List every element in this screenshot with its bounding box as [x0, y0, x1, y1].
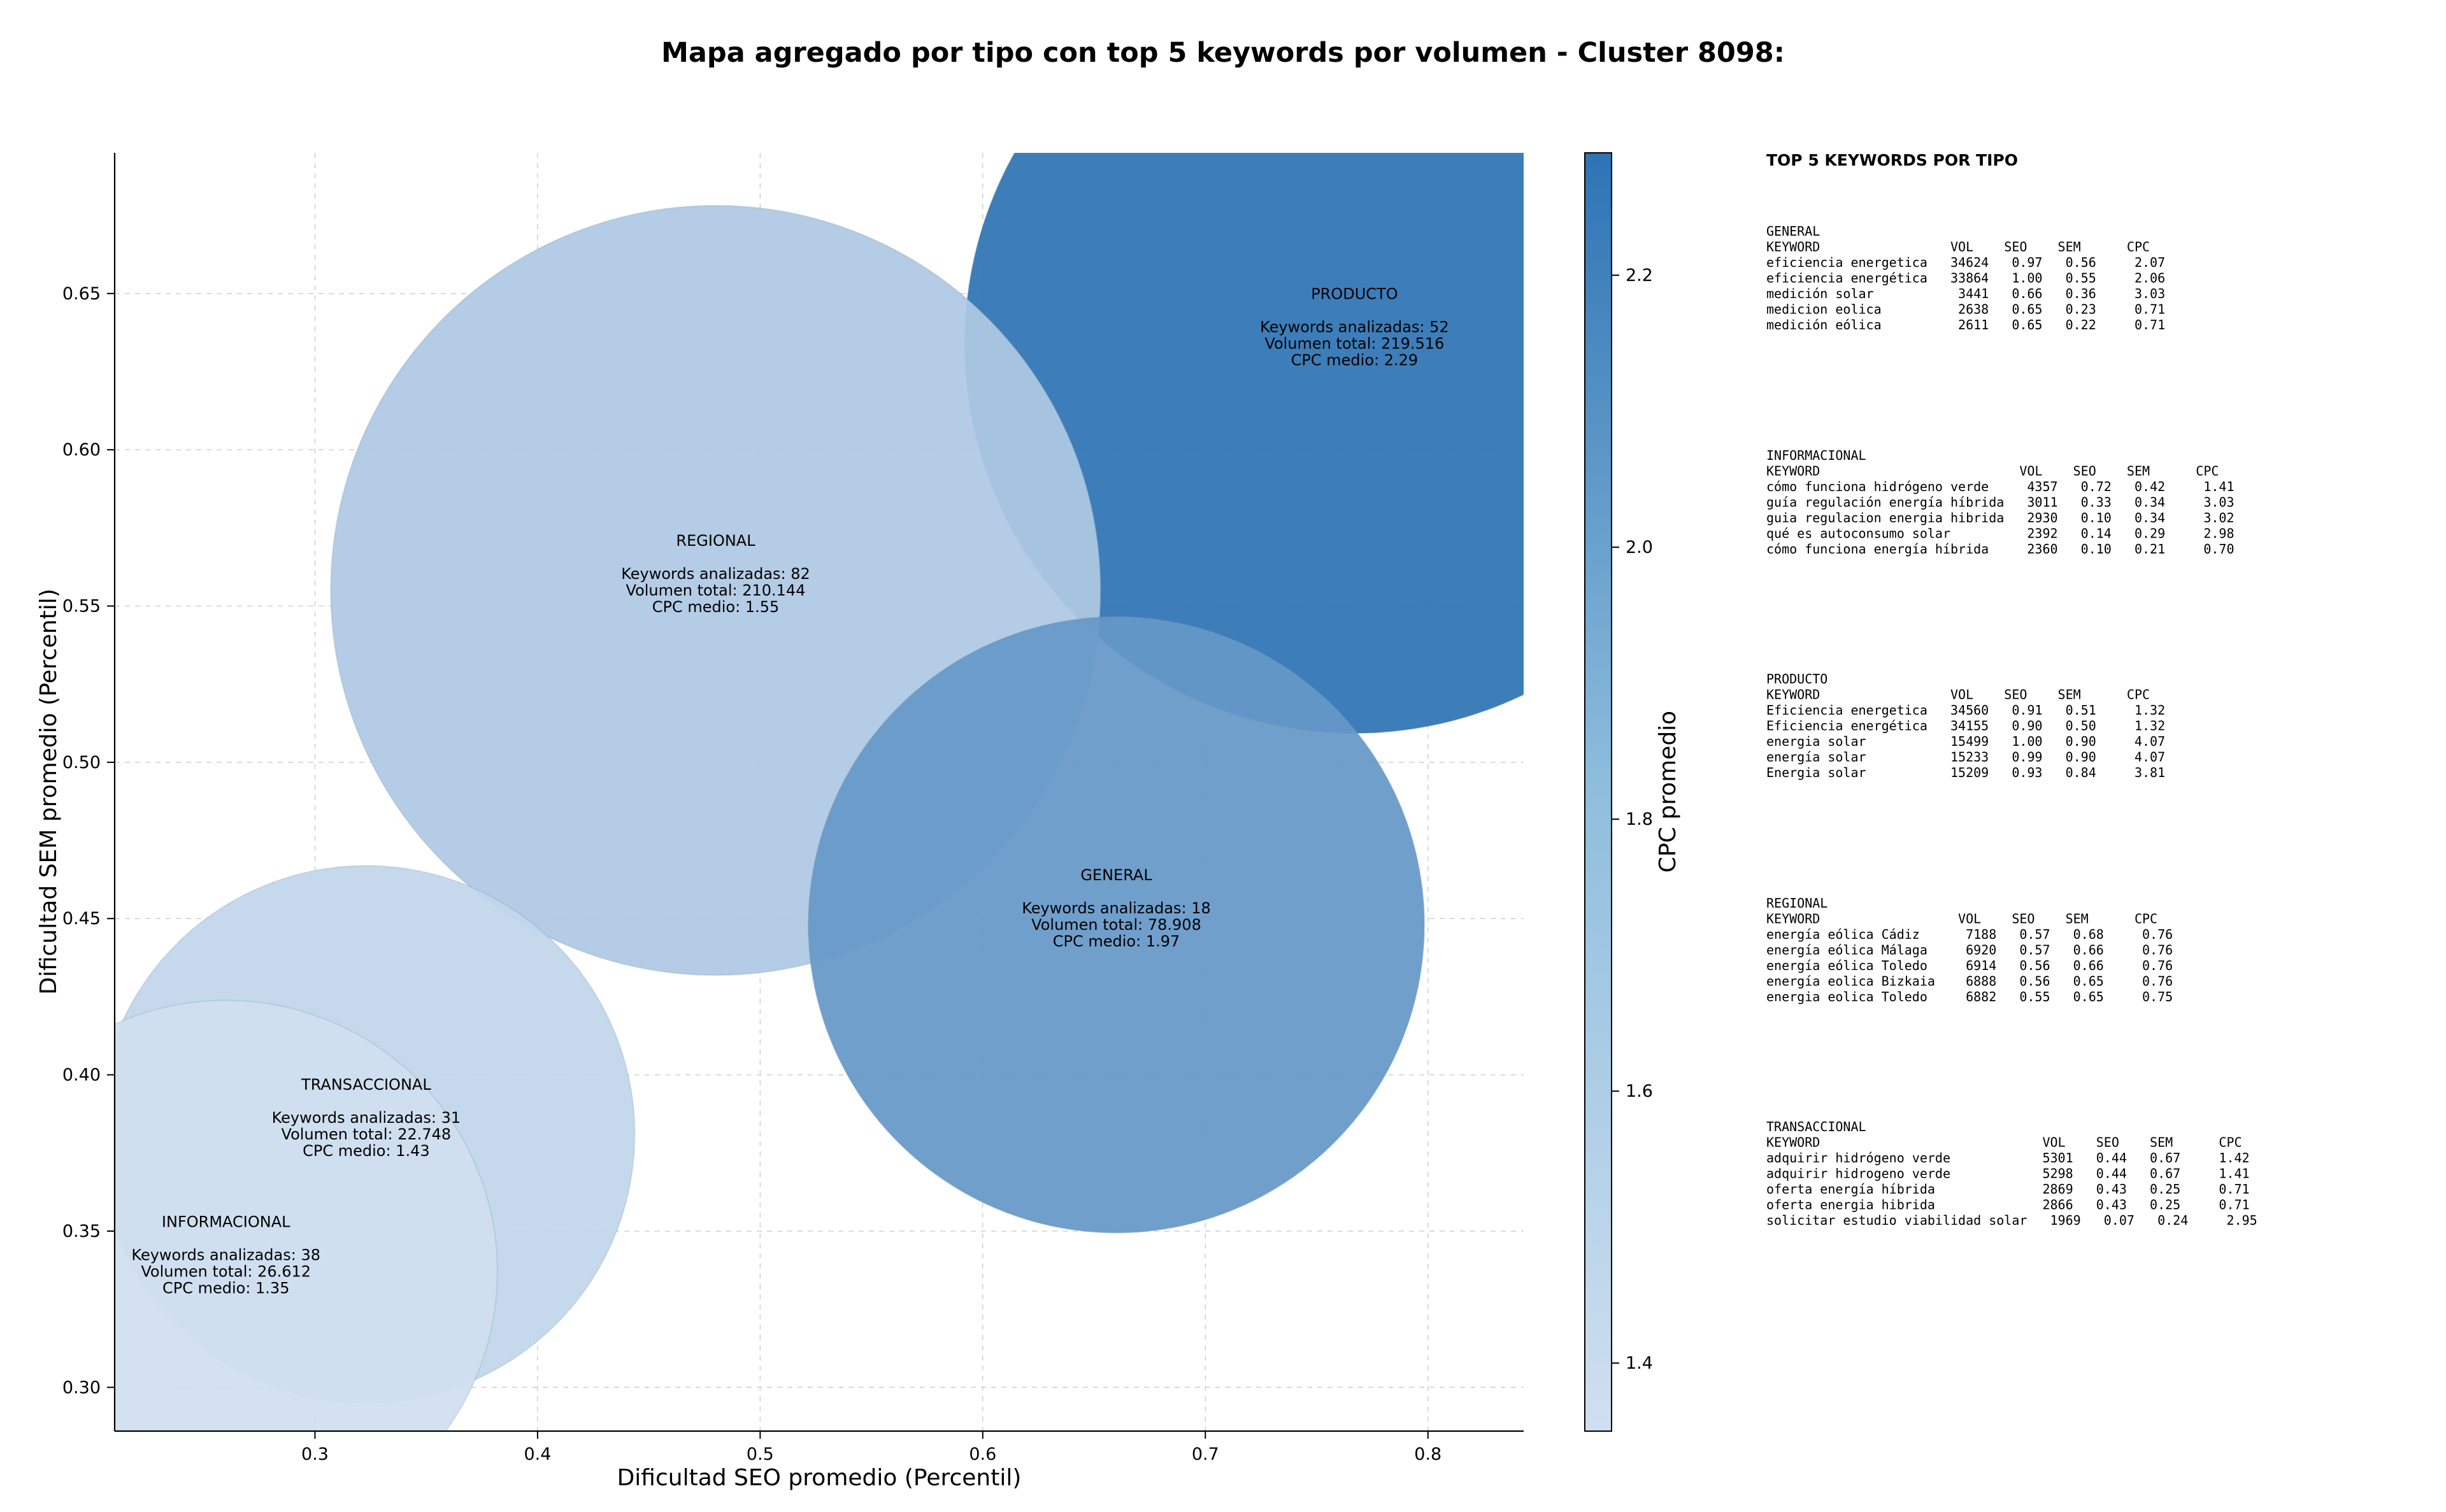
- bubble-label-cpc-line: CPC medio: 1.97: [1053, 932, 1180, 950]
- x-tick-label: 0.5: [747, 1444, 774, 1464]
- panel-table-row: medición solar 3441 0.66 0.36 3.03: [1766, 286, 2165, 301]
- panel-table-row: eficiencia energetica 34624 0.97 0.56 2.…: [1766, 255, 2165, 270]
- bubble-label-type: PRODUCTO: [1311, 285, 1398, 303]
- panel-section-title: INFORMACIONAL: [1766, 448, 1866, 463]
- x-tick-label: 0.3: [301, 1444, 329, 1464]
- panel-table-row: eficiencia energética 33864 1.00 0.55 2.…: [1766, 271, 2165, 286]
- colorbar-tick-label: 2.0: [1626, 538, 1653, 557]
- bubble-label-keywords-line: Keywords analizadas: 38: [131, 1246, 320, 1264]
- y-tick-label: 0.35: [62, 1222, 101, 1241]
- bubble-label-volume-line: Volumen total: 78.908: [1031, 916, 1201, 934]
- x-axis-label: Dificultad SEO promedio (Percentil): [617, 1465, 1022, 1491]
- y-axis-label: Dificultad SEM promedio (Percentil): [36, 588, 62, 995]
- panel-table-row: adquirir hidrógeno verde 5301 0.44 0.67 …: [1766, 1150, 2250, 1166]
- y-tick-label: 0.40: [62, 1066, 101, 1085]
- panel-table-row: guia regulacion energia hibrida 2930 0.1…: [1766, 510, 2235, 525]
- panel-table-header: KEYWORD VOL SEO SEM CPC: [1766, 464, 2219, 479]
- bubble-general: [807, 616, 1426, 1234]
- bubbles: [115, 153, 1524, 1431]
- x-ticks: 0.3 0.4 0.5 0.6 0.7 0.8: [301, 1431, 1441, 1464]
- bubble-label-cpc-line: CPC medio: 1.55: [652, 598, 780, 616]
- keywords-panel-heading: TOP 5 KEYWORDS POR TIPO: [1766, 151, 2018, 169]
- panel-table-row: energía eólica Toledo 6914 0.56 0.66 0.7…: [1766, 958, 2173, 973]
- panel-table-row: energia eolica Toledo 6882 0.55 0.65 0.7…: [1766, 989, 2173, 1004]
- panel-table-row: qué es autoconsumo solar 2392 0.14 0.29 …: [1766, 526, 2235, 541]
- x-tick-label: 0.8: [1414, 1444, 1441, 1464]
- bubble-label-keywords-line: Keywords analizadas: 31: [272, 1109, 461, 1127]
- panel-table-row: Eficiencia energetica 34560 0.91 0.51 1.…: [1766, 703, 2165, 718]
- bubble-label-cpc-line: CPC medio: 1.43: [303, 1142, 430, 1160]
- y-tick-label: 0.30: [62, 1378, 101, 1397]
- colorbar-ticks: 1.4 1.6 1.8 2.0 2.2: [1612, 266, 1653, 1373]
- panel-section-title: REGIONAL: [1766, 895, 1827, 911]
- bubble-label-type: REGIONAL: [676, 532, 755, 550]
- panel-table-row: oferta energia hibrida 2866 0.43 0.25 0.…: [1766, 1197, 2250, 1213]
- x-tick-label: 0.7: [1192, 1444, 1219, 1464]
- panel-table-row: energía eolica Bizkaia 6888 0.56 0.65 0.…: [1766, 974, 2173, 989]
- y-tick-label: 0.50: [62, 753, 101, 773]
- bubble-label-cpc-line: CPC medio: 2.29: [1291, 351, 1419, 369]
- panel-table-row: medición eólica 2611 0.65 0.22 0.71: [1766, 317, 2165, 332]
- panel-table-row: adquirir hidrogeno verde 5298 0.44 0.67 …: [1766, 1166, 2250, 1181]
- bubble-label-volume-line: Volumen total: 219.516: [1264, 334, 1444, 352]
- y-tick-label: 0.55: [62, 597, 101, 617]
- colorbar-tick-label: 1.4: [1626, 1353, 1653, 1373]
- panel-table-header: KEYWORD VOL SEO SEM CPC: [1766, 239, 2150, 255]
- panel-table-row: energía eólica Málaga 6920 0.57 0.66 0.7…: [1766, 943, 2173, 958]
- panel-section-title: PRODUCTO: [1766, 671, 1827, 687]
- y-tick-label: 0.45: [62, 909, 101, 929]
- colorbar: [1584, 152, 1612, 1432]
- x-tick-label: 0.6: [969, 1444, 996, 1464]
- chart-title: Mapa agregado por tipo con top 5 keyword…: [661, 37, 1785, 69]
- bubble-label-cpc-line: CPC medio: 1.35: [162, 1280, 290, 1297]
- y-tick-label: 0.60: [62, 440, 101, 460]
- colorbar-tick-label: 1.8: [1626, 809, 1653, 829]
- colorbar-tick-label: 2.2: [1626, 266, 1653, 285]
- panel-table-row: medicion eolica 2638 0.65 0.23 0.71: [1766, 302, 2165, 317]
- panel-table-row: guía regulación energía híbrida 3011 0.3…: [1766, 495, 2235, 510]
- panel-table-row: oferta energía híbrida 2869 0.43 0.25 0.…: [1766, 1181, 2250, 1197]
- x-tick-label: 0.4: [524, 1444, 551, 1464]
- bubble-label-volume-line: Volumen total: 22.748: [282, 1125, 452, 1143]
- panel-table-row: cómo funciona energía híbrida 2360 0.10 …: [1766, 541, 2235, 557]
- bubble-label-keywords-line: Keywords analizadas: 18: [1022, 899, 1211, 917]
- bubble-label-keywords-line: Keywords analizadas: 52: [1260, 318, 1449, 336]
- panel-table-row: Energia solar 15209 0.93 0.84 3.81: [1766, 765, 2165, 780]
- bubble-label-type: TRANSACCIONAL: [301, 1076, 431, 1094]
- panel-table-header: KEYWORD VOL SEO SEM CPC: [1766, 687, 2150, 703]
- bubble-label-type: GENERAL: [1080, 866, 1152, 884]
- panel-table-row: energía eólica Cádiz 7188 0.57 0.68 0.76: [1766, 927, 2173, 942]
- bubble-label-keywords-line: Keywords analizadas: 82: [621, 565, 810, 583]
- y-tick-label: 0.65: [62, 284, 101, 304]
- panel-table-row: Eficiencia energética 34155 0.90 0.50 1.…: [1766, 718, 2165, 734]
- colorbar-label: CPC promedio: [1655, 711, 1681, 873]
- panel-table-row: cómo funciona hidrógeno verde 4357 0.72 …: [1766, 479, 2235, 494]
- y-ticks: 0.30 0.35 0.40 0.45 0.50 0.55 0.60 0.65: [62, 284, 115, 1397]
- panel-table-header: KEYWORD VOL SEO SEM CPC: [1766, 911, 2157, 927]
- panel-table-header: KEYWORD VOL SEO SEM CPC: [1766, 1135, 2242, 1150]
- colorbar-tick-label: 1.6: [1626, 1081, 1653, 1101]
- panel-table-row: solicitar estudio viabilidad solar 1969 …: [1766, 1213, 2257, 1228]
- panel-section-title: TRANSACCIONAL: [1766, 1119, 1866, 1134]
- panel-section-title: GENERAL: [1766, 224, 1820, 239]
- bubble-label-type: INFORMACIONAL: [162, 1213, 290, 1231]
- panel-table-row: energia solar 15499 1.00 0.90 4.07: [1766, 734, 2165, 749]
- bubble-label-volume-line: Volumen total: 26.612: [141, 1263, 311, 1281]
- bubble-label-volume-line: Volumen total: 210.144: [626, 581, 806, 599]
- bubble-informacional: [115, 999, 498, 1431]
- panel-table-row: energía solar 15233 0.99 0.90 4.07: [1766, 750, 2165, 765]
